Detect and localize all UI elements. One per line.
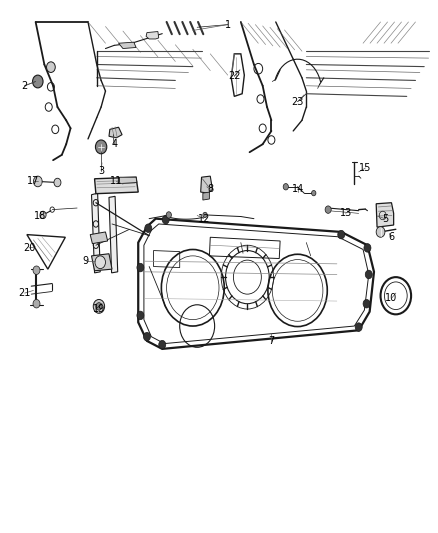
Circle shape <box>33 176 42 187</box>
Text: 18: 18 <box>34 211 46 221</box>
Circle shape <box>283 183 288 190</box>
Circle shape <box>355 323 362 332</box>
Circle shape <box>32 75 43 88</box>
Circle shape <box>33 300 40 308</box>
Circle shape <box>311 190 316 196</box>
Text: 9: 9 <box>83 256 89 266</box>
Text: 2: 2 <box>21 81 28 91</box>
Circle shape <box>376 227 385 237</box>
Text: 20: 20 <box>23 243 35 253</box>
Text: 6: 6 <box>389 232 395 243</box>
Circle shape <box>144 333 150 341</box>
Polygon shape <box>120 177 137 183</box>
Polygon shape <box>109 127 122 138</box>
Circle shape <box>46 62 55 72</box>
Text: 13: 13 <box>339 208 352 219</box>
Text: 3: 3 <box>98 166 104 176</box>
Circle shape <box>40 211 46 219</box>
Polygon shape <box>146 31 159 39</box>
Polygon shape <box>119 42 136 49</box>
Polygon shape <box>95 177 138 193</box>
Circle shape <box>95 140 107 154</box>
Circle shape <box>95 256 106 269</box>
Text: 7: 7 <box>268 336 275 346</box>
Polygon shape <box>109 196 118 273</box>
Text: 8: 8 <box>207 184 213 195</box>
Text: 10: 10 <box>385 293 398 303</box>
Circle shape <box>338 230 345 239</box>
Circle shape <box>137 311 144 320</box>
Circle shape <box>364 244 371 252</box>
Text: 4: 4 <box>111 139 117 149</box>
Circle shape <box>166 212 171 218</box>
Text: 11: 11 <box>110 176 123 187</box>
Circle shape <box>137 263 144 272</box>
Text: 17: 17 <box>27 176 39 187</box>
Circle shape <box>363 300 370 308</box>
Text: 22: 22 <box>228 71 240 81</box>
Circle shape <box>159 341 166 349</box>
Text: 15: 15 <box>359 163 371 173</box>
Polygon shape <box>92 254 112 271</box>
Circle shape <box>162 215 169 224</box>
Text: 5: 5 <box>382 214 388 224</box>
Circle shape <box>203 212 207 217</box>
Circle shape <box>96 303 102 310</box>
Text: 19: 19 <box>93 304 105 314</box>
Text: 12: 12 <box>198 214 210 224</box>
Text: 14: 14 <box>291 184 304 195</box>
Circle shape <box>325 206 331 213</box>
Polygon shape <box>201 176 212 193</box>
Polygon shape <box>92 193 100 273</box>
Text: 21: 21 <box>18 288 31 298</box>
Circle shape <box>33 266 40 274</box>
Circle shape <box>365 270 372 279</box>
Polygon shape <box>90 232 108 244</box>
Text: 23: 23 <box>291 96 304 107</box>
Text: 1: 1 <box>225 20 231 30</box>
Circle shape <box>145 224 152 232</box>
Polygon shape <box>203 192 209 200</box>
Polygon shape <box>376 203 394 227</box>
Circle shape <box>54 178 61 187</box>
Circle shape <box>93 300 105 313</box>
